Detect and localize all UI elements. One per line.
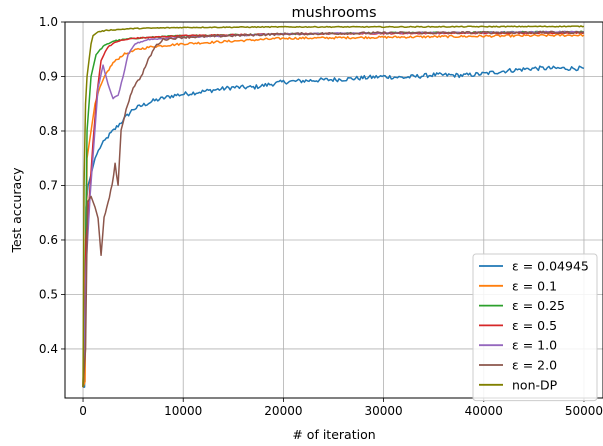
x-tick-label: 40000 xyxy=(465,404,503,418)
y-tick-label: 0.9 xyxy=(39,69,58,83)
legend-label: ε = 2.0 xyxy=(512,358,557,373)
x-tick-label: 50000 xyxy=(565,404,603,418)
y-tick-label: 0.7 xyxy=(39,178,58,192)
y-axis-label: Test accuracy xyxy=(9,167,24,254)
legend-label: ε = 1.0 xyxy=(512,338,557,353)
chart-title: mushrooms xyxy=(291,5,376,21)
plot-frame xyxy=(64,21,603,399)
y-tick-label: 0.6 xyxy=(39,233,58,247)
legend-label: ε = 0.5 xyxy=(512,318,557,333)
series-line-1 xyxy=(82,33,585,388)
series-lines xyxy=(82,25,585,388)
y-tick-label: 0.4 xyxy=(39,342,58,356)
axis-ticks: 0 10000 20000 30000 40000 50000 0.4 0.5 0.6 0.7 0.… xyxy=(39,15,603,418)
legend-box xyxy=(472,253,598,402)
x-tick-label: 20000 xyxy=(264,404,302,418)
x-tick-label: 10000 xyxy=(164,404,202,418)
x-axis-label: # of iteration xyxy=(292,427,375,442)
x-tick-label: 0 xyxy=(79,404,87,418)
x-tick-label: 30000 xyxy=(364,404,402,418)
legend-label: ε = 0.1 xyxy=(512,278,557,293)
legend: ε = 0.04945 ε = 0.1 ε = 0.25 ε = 0.5 ε = 1.0… xyxy=(472,253,598,402)
legend-label: ε = 0.25 xyxy=(512,298,565,313)
y-tick-label: 1.0 xyxy=(39,15,58,29)
series-line-6 xyxy=(82,25,585,388)
legend-label: non-DP xyxy=(512,377,558,392)
y-tick-label: 0.5 xyxy=(39,287,58,301)
y-tick-label: 0.8 xyxy=(39,124,58,138)
series-line-5 xyxy=(82,30,585,388)
series-line-0 xyxy=(83,65,585,388)
legend-label: ε = 0.04945 xyxy=(512,259,589,274)
